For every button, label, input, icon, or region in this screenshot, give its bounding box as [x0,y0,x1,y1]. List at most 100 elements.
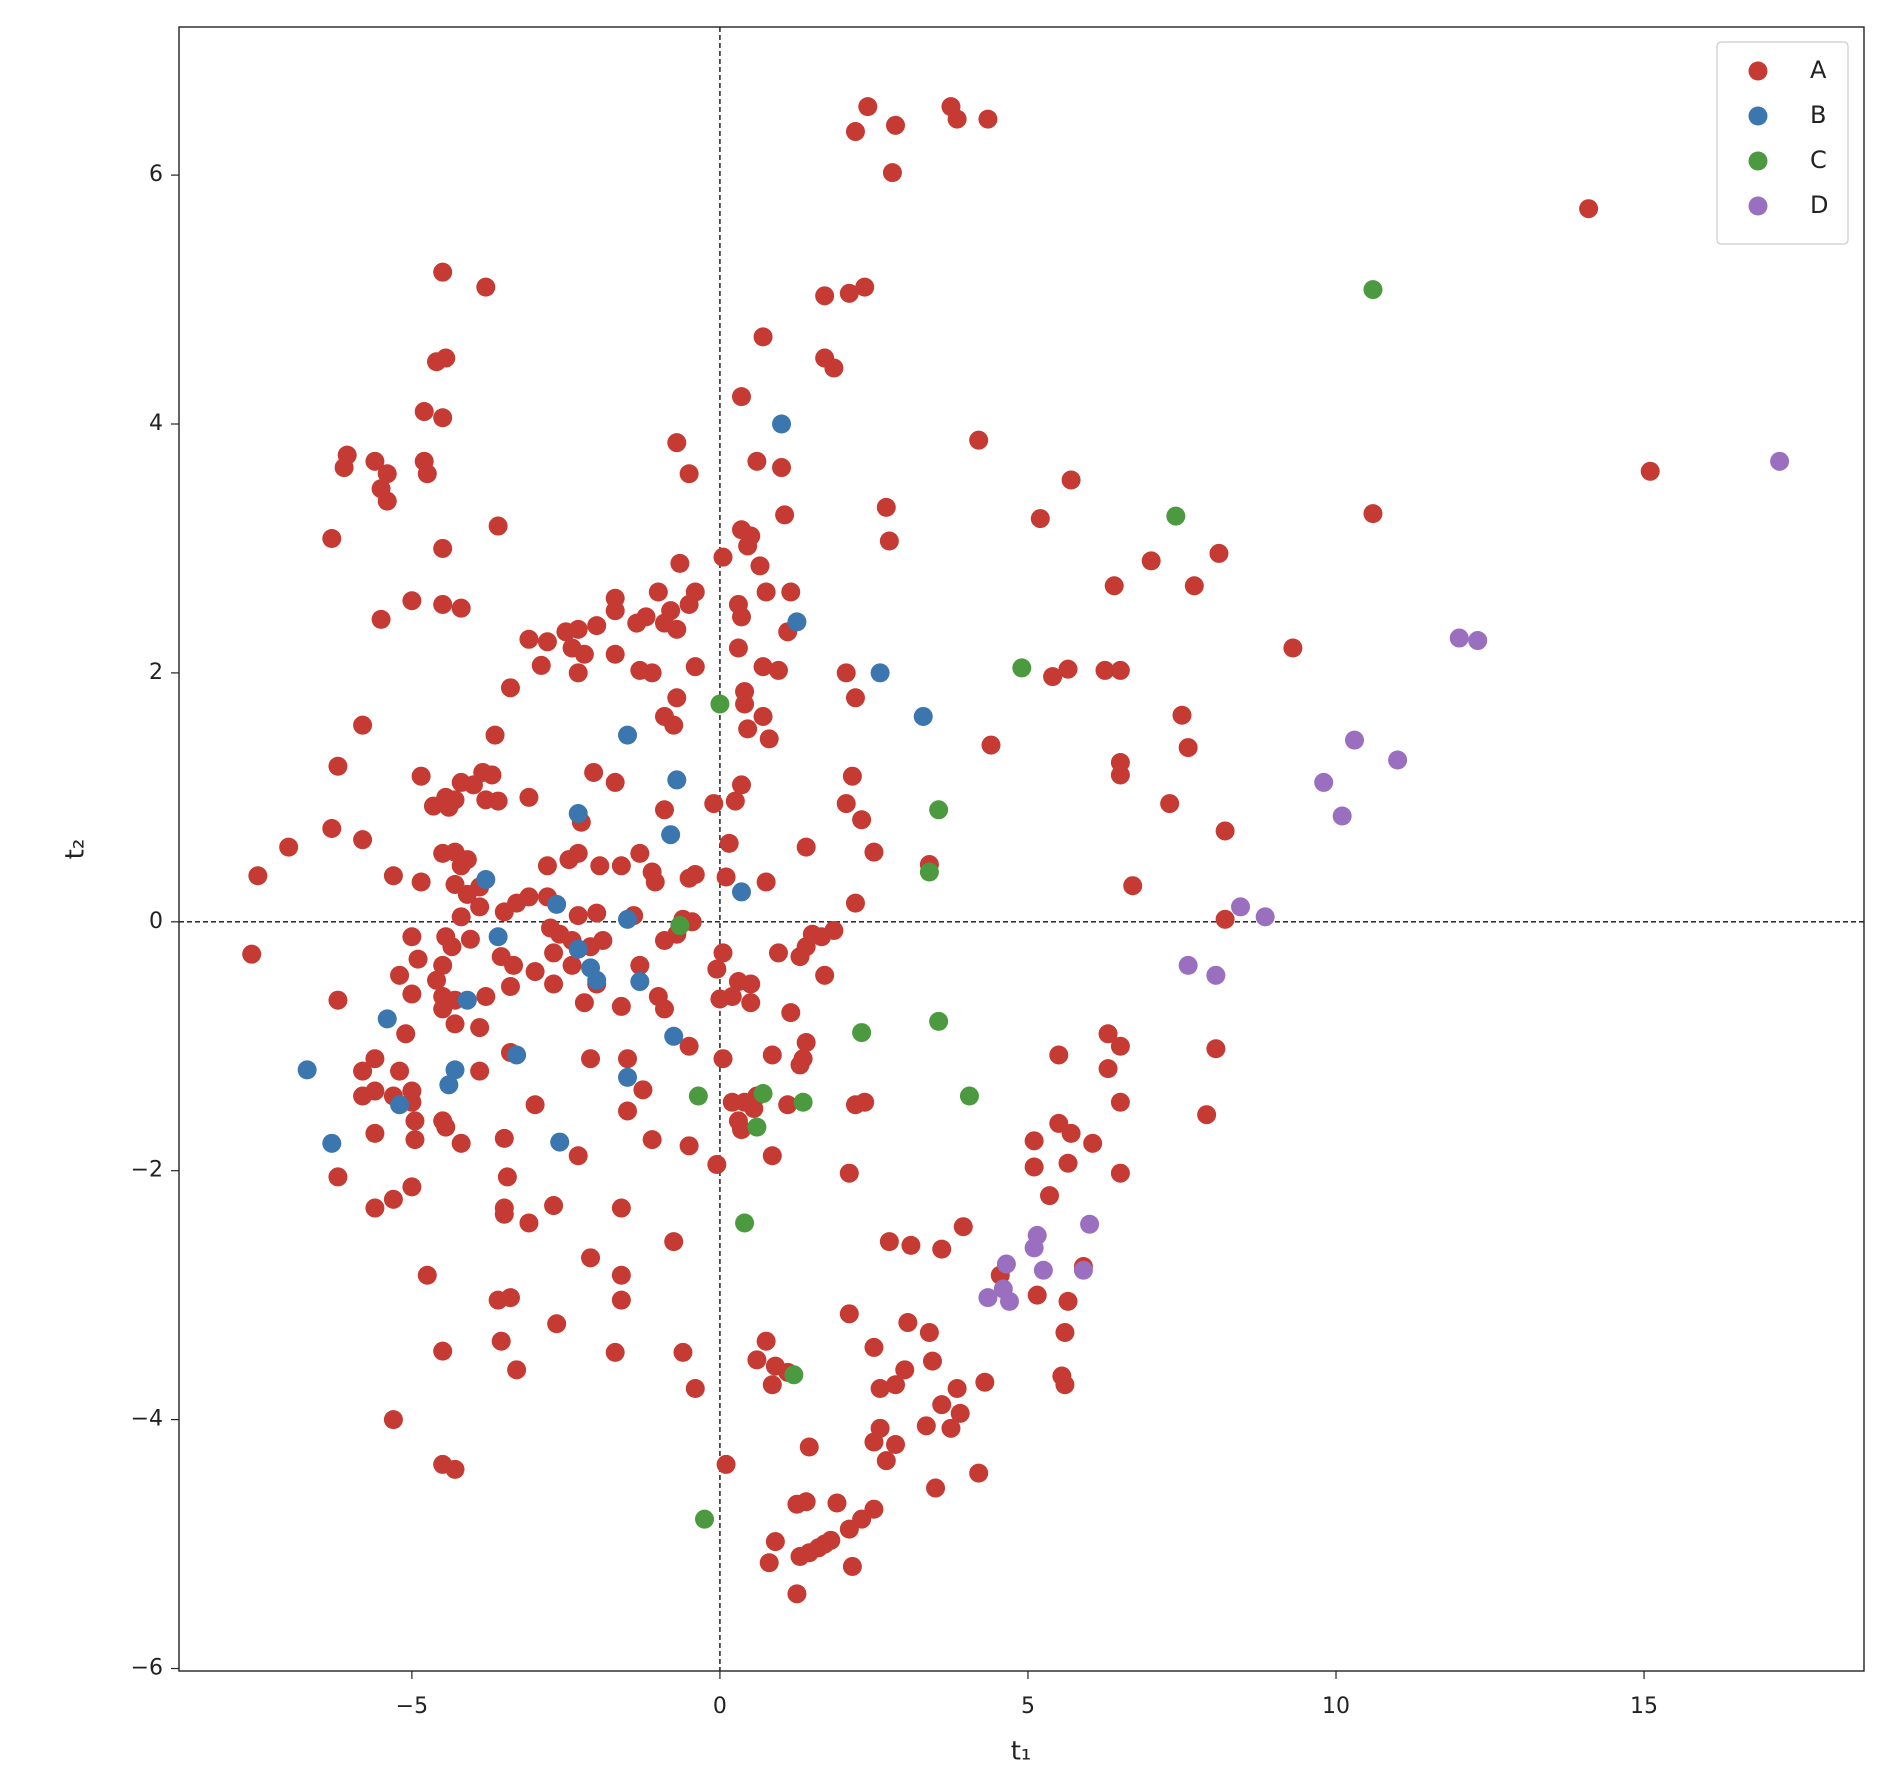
legend-label: A [1810,56,1827,84]
point [383,866,403,886]
point [839,1519,859,1539]
point [759,729,779,749]
point [679,1036,699,1056]
point [439,797,459,817]
point [457,884,477,904]
point [436,348,456,368]
point [279,837,299,857]
point [670,553,690,573]
point [1215,821,1235,841]
point [932,1239,952,1259]
point [876,497,896,517]
point [383,1410,403,1430]
point [725,791,745,811]
point [753,1084,773,1104]
point [845,893,865,913]
point [673,1342,693,1362]
point [433,1341,453,1361]
point [491,1331,511,1351]
point [762,1045,782,1065]
point [685,1378,705,1398]
point [781,1003,801,1023]
point [562,955,582,975]
x-tick-label: −5 [396,1694,428,1719]
point [695,1509,715,1529]
plot-frame [178,26,1865,1672]
point [402,984,422,1004]
point [587,903,607,923]
point [731,882,751,902]
point [901,1235,921,1255]
point [377,1009,397,1029]
point [1095,660,1115,680]
point [470,897,490,917]
x-tick-label: 0 [713,1694,727,1719]
point [584,762,604,782]
point [1012,658,1032,678]
point [618,1101,638,1121]
point [433,999,453,1019]
point [605,772,625,792]
point [494,1204,514,1224]
point [405,1111,425,1131]
point [852,810,872,830]
point [781,582,801,602]
point [242,944,262,964]
point [882,163,902,183]
point [605,644,625,664]
point [753,327,773,347]
point [926,1478,946,1498]
point [402,591,422,611]
point [630,843,650,863]
point [959,1086,979,1106]
point [870,1378,890,1398]
point [353,1061,373,1081]
point [408,949,428,969]
point [1073,1260,1093,1280]
point [383,1189,403,1209]
point [864,842,884,862]
point [618,1067,638,1087]
point [537,856,557,876]
point [451,1133,471,1153]
x-axis-label: t₁ [1011,1737,1032,1767]
point [497,1167,517,1187]
point [1178,738,1198,758]
point [876,1451,896,1471]
point [470,1018,490,1038]
point [630,955,650,975]
point [645,872,665,892]
point [836,794,856,814]
point [365,451,385,471]
legend-label: D [1810,191,1828,219]
point [1178,955,1198,975]
point [642,1130,662,1150]
point [735,1213,755,1233]
point [762,1375,782,1395]
point [1024,1131,1044,1151]
point [839,1163,859,1183]
point [922,1351,942,1371]
point [1098,1059,1118,1079]
point [664,715,684,735]
point [568,843,588,863]
point [741,993,761,1013]
point [476,986,496,1006]
point [728,638,748,658]
point [879,1232,899,1252]
point [417,1265,437,1285]
y-tick-label: −6 [131,1656,163,1681]
point [1123,876,1143,896]
point [929,1011,949,1031]
point [679,1136,699,1156]
point [500,678,520,698]
point [457,850,477,870]
point [1388,750,1408,770]
point [417,464,437,484]
legend-label: B [1810,101,1826,129]
point [796,1033,816,1053]
point [787,612,807,632]
point [605,1342,625,1362]
point [707,959,727,979]
point [1098,1024,1118,1044]
